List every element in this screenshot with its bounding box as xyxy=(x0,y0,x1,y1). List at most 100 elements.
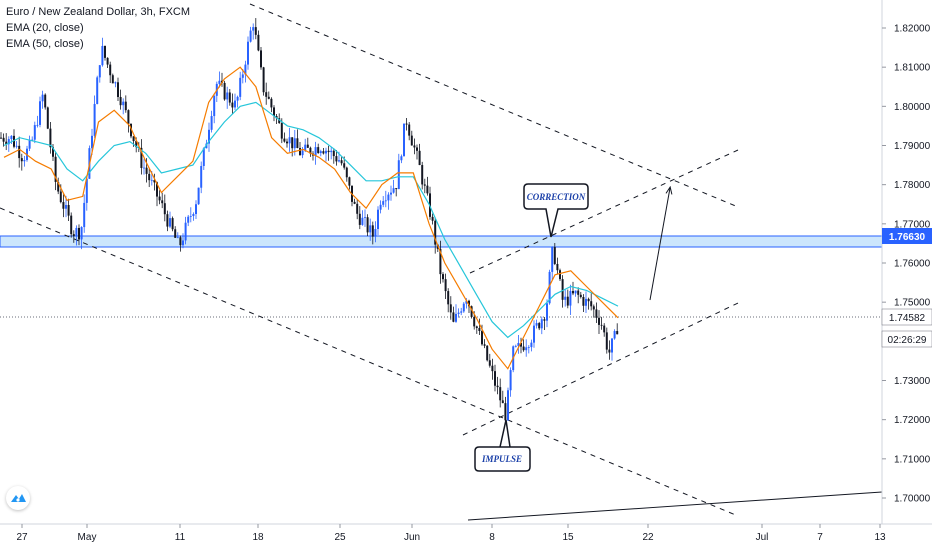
candle-body xyxy=(85,178,88,203)
ema-50-legend[interactable]: EMA (50, close) xyxy=(6,38,84,50)
candle-body xyxy=(247,41,249,65)
price-axis[interactable]: 1.82000 1.81000 1.80000 1.79000 1.78000 1.770… xyxy=(882,24,931,505)
countdown-tag: 02:26:29 xyxy=(881,330,932,348)
time-tick-label: 7 xyxy=(817,532,823,543)
candle-body xyxy=(468,300,470,307)
candle-body xyxy=(130,123,132,137)
candle-body xyxy=(574,290,577,294)
candle-body xyxy=(124,101,127,111)
price-tick-label: 1.72000 xyxy=(894,415,931,426)
candle-body xyxy=(481,330,483,345)
candle-body xyxy=(135,141,138,148)
candle-body xyxy=(462,303,465,312)
candle-body xyxy=(286,141,288,144)
resistance-price-tag: 1.76630 xyxy=(882,228,932,244)
candle-body xyxy=(236,96,239,101)
candle-body xyxy=(343,163,346,168)
projection-arrow[interactable] xyxy=(649,188,670,301)
candle-body xyxy=(442,274,444,280)
candle-body xyxy=(405,123,408,125)
symbol-title[interactable]: Euro / New Zealand Dollar, 3h, FXCM xyxy=(6,6,191,18)
candle-body xyxy=(384,200,387,202)
candle-body xyxy=(13,135,15,147)
candle-body xyxy=(582,297,585,306)
candle-body xyxy=(595,309,598,318)
candle-body xyxy=(379,204,382,210)
candle-body xyxy=(2,137,5,142)
correction-upper-line[interactable] xyxy=(469,149,739,274)
candle-body xyxy=(104,45,106,58)
correction-callout[interactable]: CORRECTION xyxy=(523,183,589,238)
ema-20-legend[interactable]: EMA (20, close) xyxy=(6,22,84,34)
time-axis[interactable]: 27 May 11 18 25 Jun 8 15 22 Jul 7 13 xyxy=(16,524,886,543)
candle-body xyxy=(163,203,166,215)
candle-body xyxy=(46,107,49,129)
candle-body xyxy=(592,306,595,310)
candle-body xyxy=(49,128,52,148)
candle-body xyxy=(330,150,333,153)
candle-body xyxy=(410,135,413,146)
candle-body xyxy=(579,294,582,298)
candle-body xyxy=(65,204,67,209)
price-tick-label: 1.80000 xyxy=(894,102,931,113)
candle-body xyxy=(377,209,379,230)
candle-body xyxy=(520,342,522,347)
candle-body xyxy=(371,225,374,237)
countdown-text: 02:26:29 xyxy=(888,335,927,346)
candle-body xyxy=(434,220,437,245)
resistance-zone[interactable] xyxy=(0,235,882,248)
candle-body xyxy=(145,167,148,174)
candle-body xyxy=(564,296,567,300)
price-tick-label: 1.82000 xyxy=(894,24,931,35)
candle-body xyxy=(15,145,18,147)
time-tick-label: 15 xyxy=(562,532,574,543)
candle-body xyxy=(96,77,99,104)
upper-channel-line[interactable] xyxy=(249,3,739,208)
candle-body xyxy=(366,217,369,233)
candle-body xyxy=(169,218,171,227)
chart-legend: Euro / New Zealand Dollar, 3h, FXCM EMA … xyxy=(6,4,190,52)
candle-body xyxy=(494,371,496,386)
candle-body xyxy=(252,27,255,31)
last-price-text: 1.74582 xyxy=(889,313,926,324)
candle-body xyxy=(184,222,187,241)
correction-lower-line[interactable] xyxy=(462,302,739,436)
candle-body xyxy=(106,57,109,65)
candlestick-series xyxy=(0,18,619,430)
candle-body xyxy=(41,94,44,102)
candle-body xyxy=(195,204,197,215)
candle-body xyxy=(400,156,403,161)
tradingview-logo-icon[interactable] xyxy=(6,486,30,510)
candle-body xyxy=(387,194,390,201)
candle-body xyxy=(7,139,10,145)
price-tick-label: 1.78000 xyxy=(894,180,931,191)
candle-body xyxy=(478,328,481,331)
candle-body xyxy=(553,247,556,264)
candle-body xyxy=(182,240,184,246)
candle-body xyxy=(119,96,122,106)
candle-body xyxy=(93,103,96,136)
candle-body xyxy=(611,338,613,353)
candle-body xyxy=(132,136,135,142)
candle-body xyxy=(533,325,535,343)
candle-body xyxy=(390,192,392,195)
candle-body xyxy=(299,148,301,156)
lower-channel-line[interactable] xyxy=(0,207,739,517)
candle-body xyxy=(10,135,13,140)
price-tick-label: 1.70000 xyxy=(894,494,931,505)
candle-body xyxy=(260,50,262,68)
candle-body xyxy=(488,360,491,366)
time-tick-label: Jul xyxy=(756,532,769,543)
candle-body xyxy=(455,313,457,322)
candle-body xyxy=(548,271,551,304)
long-trend-line[interactable] xyxy=(467,491,882,521)
candle-body xyxy=(171,218,174,230)
candle-body xyxy=(293,138,296,149)
candle-body xyxy=(608,349,611,353)
candle-body xyxy=(426,185,429,194)
impulse-callout[interactable]: IMPULSE xyxy=(474,419,531,472)
candle-body xyxy=(267,96,270,99)
candle-body xyxy=(197,187,200,205)
candle-body xyxy=(192,214,195,217)
